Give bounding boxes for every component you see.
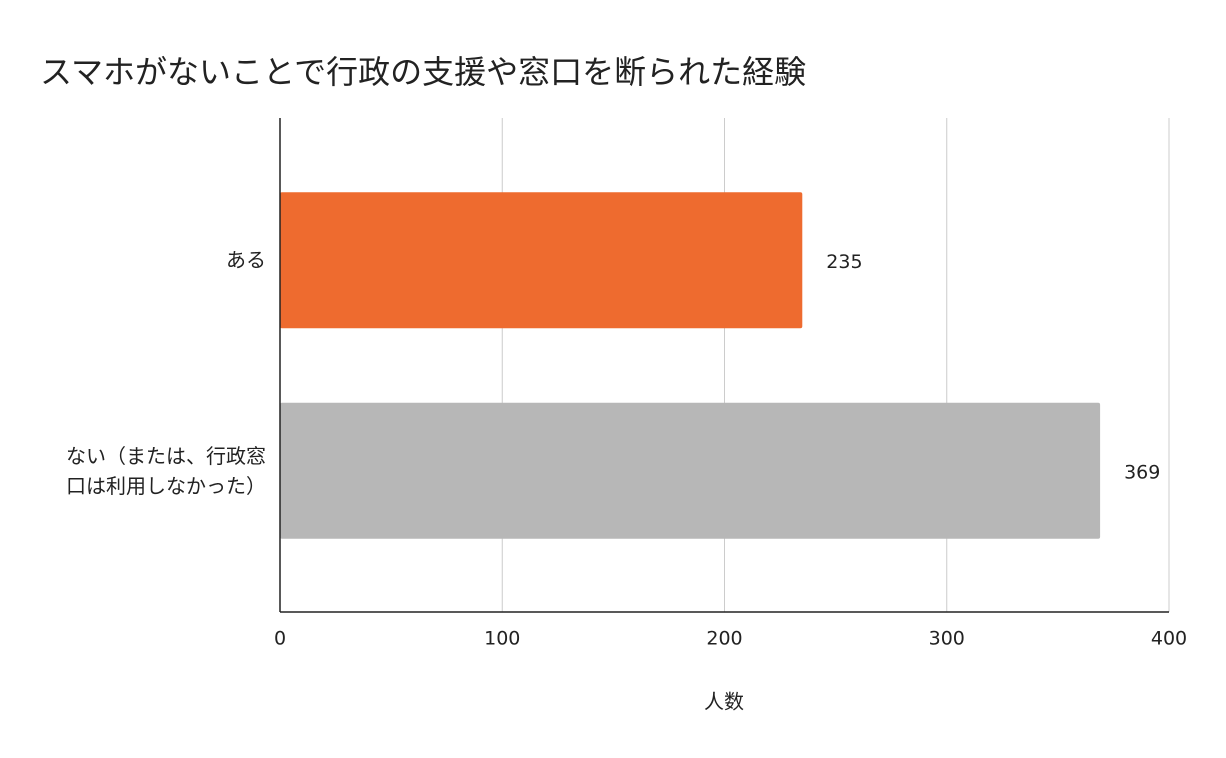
x-tick-label: 400 (1151, 628, 1187, 650)
x-tick-label: 0 (274, 628, 286, 650)
y-tick-label: ある (226, 248, 266, 273)
chart-title: スマホがないことで行政の支援や窓口を断られた経験 (40, 53, 806, 91)
y-tick-label: ない（または、行政窓口は利用しなかった） (66, 443, 266, 498)
x-tick-label: 100 (484, 628, 520, 650)
bar (280, 402, 1101, 539)
x-axis-label: 人数 (704, 690, 744, 714)
value-label: 235 (826, 251, 862, 273)
x-tick-label: 200 (706, 628, 742, 650)
value-label: 369 (1124, 461, 1160, 483)
x-tick-label: 300 (929, 628, 965, 650)
bar (280, 192, 803, 329)
